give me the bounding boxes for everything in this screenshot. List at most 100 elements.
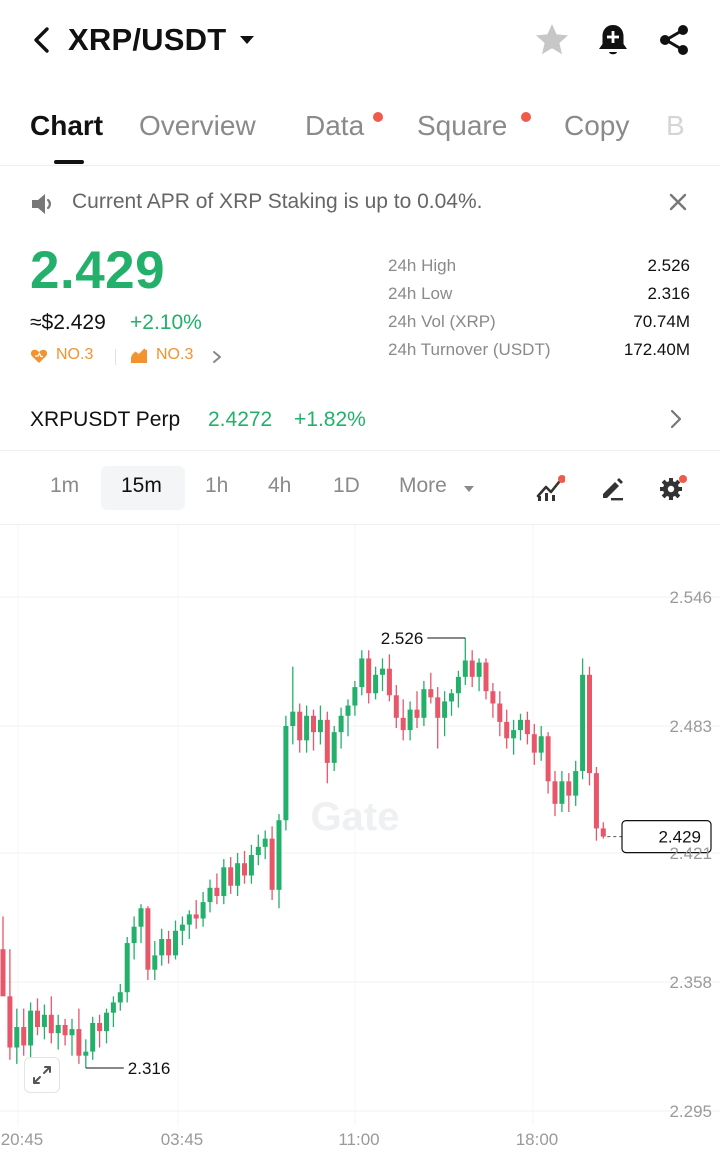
candle-body <box>76 1029 82 1056</box>
top-bar: XRP/USDT <box>0 0 720 84</box>
candle-body <box>207 887 213 903</box>
tab-copy[interactable]: Copy <box>564 110 630 141</box>
rank-badge-popular[interactable]: NO.3 <box>56 346 94 363</box>
candle-body <box>442 701 448 718</box>
candle-body <box>200 902 206 919</box>
candle-body <box>338 715 344 733</box>
candle-body <box>248 855 254 876</box>
candle-body <box>28 1010 34 1046</box>
candle-body <box>414 709 420 718</box>
usd-equivalent: ≈$2.429 <box>30 311 106 334</box>
bell-plus-icon[interactable] <box>596 22 630 58</box>
candle-body <box>14 1027 20 1048</box>
star-icon[interactable] <box>534 22 570 58</box>
candle-body <box>290 711 296 727</box>
chevron-right-icon[interactable] <box>210 347 224 367</box>
low-price-label: 2.316 <box>128 1059 171 1078</box>
perp-change: +1.82% <box>294 408 366 431</box>
heart-rank-icon <box>30 349 48 363</box>
candle-body <box>0 949 6 997</box>
candle-body <box>235 863 241 886</box>
rank-divider <box>115 349 116 365</box>
interval-1d[interactable]: 1D <box>333 474 360 497</box>
interval-more[interactable]: More <box>399 474 447 497</box>
x-tick-label: 18:00 <box>516 1130 559 1149</box>
back-icon[interactable] <box>28 24 56 56</box>
candle-body <box>559 781 565 804</box>
y-tick-label: 2.546 <box>669 588 712 607</box>
close-icon[interactable] <box>664 188 692 216</box>
candle-body <box>262 838 268 847</box>
candle-body <box>476 662 482 677</box>
candle-body <box>593 773 599 829</box>
stat-value-volume: 70.74M <box>633 312 690 331</box>
tab-square[interactable]: Square <box>417 110 508 141</box>
candle-body <box>587 674 592 774</box>
candle-body <box>83 1051 89 1056</box>
candle-body <box>69 1029 75 1036</box>
trend-rank-icon <box>131 348 147 363</box>
fullscreen-button[interactable] <box>24 1057 60 1093</box>
candlestick-chart[interactable]: Gate 2.526 2.316 2.429 2.546 2.483 2.421 2.35… <box>0 525 720 1152</box>
candle-body <box>490 691 496 704</box>
candle-body <box>545 736 551 782</box>
stat-label-volume: 24h Vol (XRP) <box>388 312 496 331</box>
candle-body <box>55 1024 61 1034</box>
candle-body <box>373 674 379 694</box>
stat-label-high: 24h High <box>388 256 457 275</box>
candle-body <box>483 662 489 692</box>
speaker-icon <box>32 194 51 214</box>
announcement-banner[interactable]: Current APR of XRP Staking is up to 0.04… <box>0 176 720 232</box>
candle-body <box>524 719 530 735</box>
last-price-box <box>621 819 712 854</box>
last-price: 2.429 <box>30 241 166 300</box>
draw-pen-icon[interactable] <box>597 474 627 502</box>
rank-badge-gainers[interactable]: NO.3 <box>156 346 194 363</box>
candle-body <box>469 660 475 677</box>
candle-body <box>573 771 579 796</box>
y-tick-label: 2.358 <box>669 973 712 992</box>
tab-data[interactable]: Data <box>305 110 365 141</box>
stat-value-high: 2.526 <box>647 256 690 275</box>
candle-body <box>518 719 523 731</box>
chart-canvas[interactable]: Gate 2.526 2.316 2.429 2.546 2.483 2.421 2.35… <box>0 525 720 1152</box>
caret-down-icon[interactable] <box>237 30 257 50</box>
interval-15m[interactable]: 15m <box>121 474 162 497</box>
tab-bar: Chart Overview Data Square Copy B <box>0 100 720 166</box>
watermark-text: Gate <box>311 795 400 839</box>
candle-body <box>97 1022 103 1032</box>
candle-body <box>186 914 192 925</box>
tab-chart[interactable]: Chart <box>30 110 104 141</box>
candle-body <box>552 781 558 804</box>
candle-body <box>283 726 289 821</box>
candle-body <box>62 1024 68 1036</box>
indicators-icon[interactable] <box>535 474 565 502</box>
tab-overview[interactable]: Overview <box>139 110 256 141</box>
candle-body <box>580 674 586 772</box>
interval-1h[interactable]: 1h <box>205 474 229 497</box>
candle-body <box>90 1022 96 1052</box>
pair-title[interactable]: XRP/USDT <box>68 22 227 57</box>
candle-body <box>455 676 461 694</box>
interval-1m[interactable]: 1m <box>50 474 80 497</box>
tab-square-notification-dot <box>521 112 531 122</box>
candle-body <box>531 734 537 753</box>
share-icon[interactable] <box>656 22 692 58</box>
caret-down-icon[interactable] <box>462 482 476 496</box>
candle-body <box>538 736 544 753</box>
candle-body <box>428 689 434 698</box>
candle-body <box>255 846 261 856</box>
candle-body <box>366 658 372 694</box>
candle-body <box>449 693 454 702</box>
tab-overflow[interactable]: B <box>666 110 685 141</box>
candle-body <box>345 705 351 716</box>
settings-gear-icon[interactable] <box>657 474 687 502</box>
candle-body <box>352 687 358 706</box>
y-tick-label: 2.421 <box>669 844 712 863</box>
candle-body <box>297 711 303 741</box>
stat-label-low: 24h Low <box>388 284 453 303</box>
candle-body <box>21 1027 27 1046</box>
interval-4h[interactable]: 4h <box>268 474 292 497</box>
candle-body <box>393 695 399 718</box>
perpetual-contract-row[interactable]: XRPUSDT Perp 2.4272 +1.82% <box>0 392 720 448</box>
